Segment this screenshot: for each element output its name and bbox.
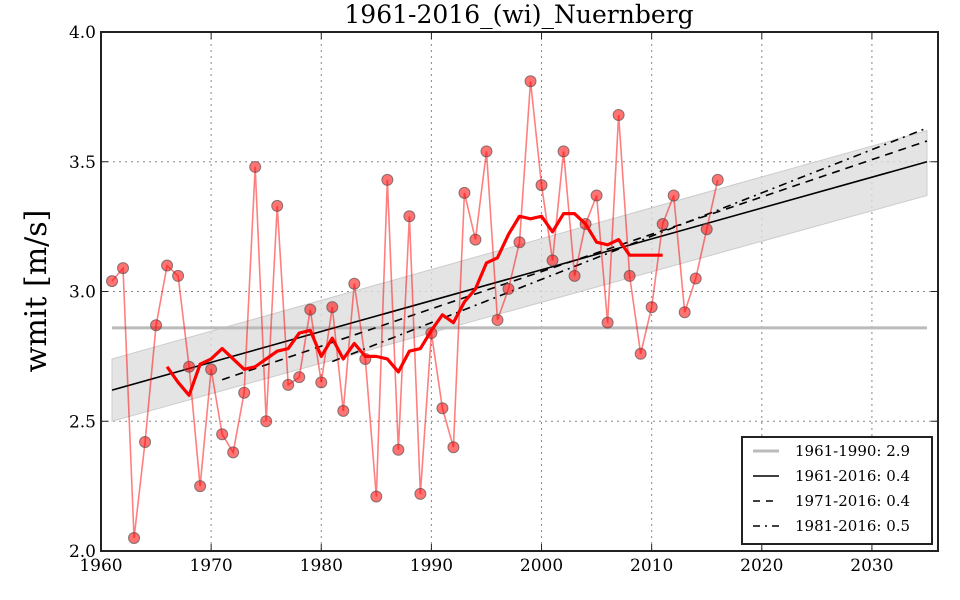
annual-data-point [403,210,416,223]
annual-data-point [282,378,295,391]
annual-data-point [513,236,526,249]
legend-label: 1961-2016: 0.4 [795,467,910,485]
annual-data-point [128,532,141,545]
annual-data-point [612,109,625,122]
annual-data-point [227,446,240,459]
legend-label: 1981-2016: 0.5 [795,517,910,535]
annual-data-point [524,75,537,88]
annual-data-point [315,376,328,389]
annual-data-point [260,415,273,428]
y-axis-label: wmit [m/s] [19,210,54,373]
annual-data-point [502,282,515,295]
plot-frame [100,31,939,552]
x-tick-label: 1960 [79,556,122,576]
annual-data-point [557,145,570,158]
annual-data-point [480,145,493,158]
annual-data-point [634,347,647,360]
annual-data-point [700,223,713,236]
annual-data-point [172,269,185,282]
y-tick-label: 4.0 [69,23,96,43]
annual-data-point [590,189,603,202]
annual-data-point [689,272,702,285]
annual-data-point [271,199,284,212]
annual-data-point [249,160,262,173]
annual-data-point [348,277,361,290]
trend-lines-layer [111,127,928,391]
annual-data-point [678,306,691,319]
y-tick-label: 3.0 [69,283,96,303]
annual-data-point [183,360,196,373]
annual-data-point [381,173,394,186]
annual-data-point [216,428,229,441]
annual-data-point [337,404,350,417]
annual-data-point [656,218,669,231]
annual-data-point [601,316,614,329]
axis-ticks: 1960 1970 1980 1990 2000 2010 2020 2030 2.0 2.5 3.… [69,23,938,576]
moving-average-layer [165,212,663,397]
x-tick-label: 2010 [630,556,673,576]
annual-data-point [568,269,581,282]
legend-label: 1971-2016: 0.4 [795,492,910,510]
annual-data-point [645,301,658,314]
x-tick-label: 2020 [740,556,783,576]
annual-data-point [447,441,460,454]
annual-data-point [139,436,152,449]
chart-title: 1961-2016_(wi)_Nuernberg [344,0,693,29]
x-tick-label: 1980 [300,556,343,576]
annual-data-point [238,386,251,399]
annual-data-point [491,314,504,327]
annual-data-point [194,480,207,493]
moving-average-line [165,212,663,397]
x-tick-label: 2000 [520,556,563,576]
y-tick-label: 3.5 [69,153,96,173]
annual-data-point [150,319,163,332]
annual-data-point [469,233,482,246]
x-tick-label: 1970 [189,556,232,576]
annual-data-point [106,275,119,288]
annual-data-point [414,487,427,500]
annual-data-point [458,186,471,199]
annual-data-point [711,173,724,186]
trend-line-dashed [221,140,928,381]
annual-data-point [326,301,339,314]
trend-line-dashdot [331,127,928,363]
x-tick-label: 1990 [410,556,453,576]
annual-data-point [117,262,130,275]
annual-data-point [667,189,680,202]
annual-data-point [205,363,218,376]
annual-data-point [370,490,383,503]
annual-data-point [161,259,174,272]
trend-line-solid [111,160,928,391]
legend-label: 1961-1990: 2.9 [795,442,910,460]
legend: 1961-1990: 2.9 1961-2016: 0.4 1971-2016: 0… [741,436,933,545]
annual-series-line [111,81,719,539]
y-tick-label: 2.0 [69,542,96,562]
y-tick-label: 2.5 [69,412,96,432]
annual-data-point [535,179,548,192]
annual-data-point [623,269,636,282]
x-tick-label: 2030 [850,556,893,576]
annual-data-point [546,254,559,267]
annual-data-point [436,402,449,415]
annual-data-point [304,303,317,316]
annual-data-point [392,443,405,456]
annual-data-point [293,371,306,384]
annual-series-layer [106,75,724,545]
